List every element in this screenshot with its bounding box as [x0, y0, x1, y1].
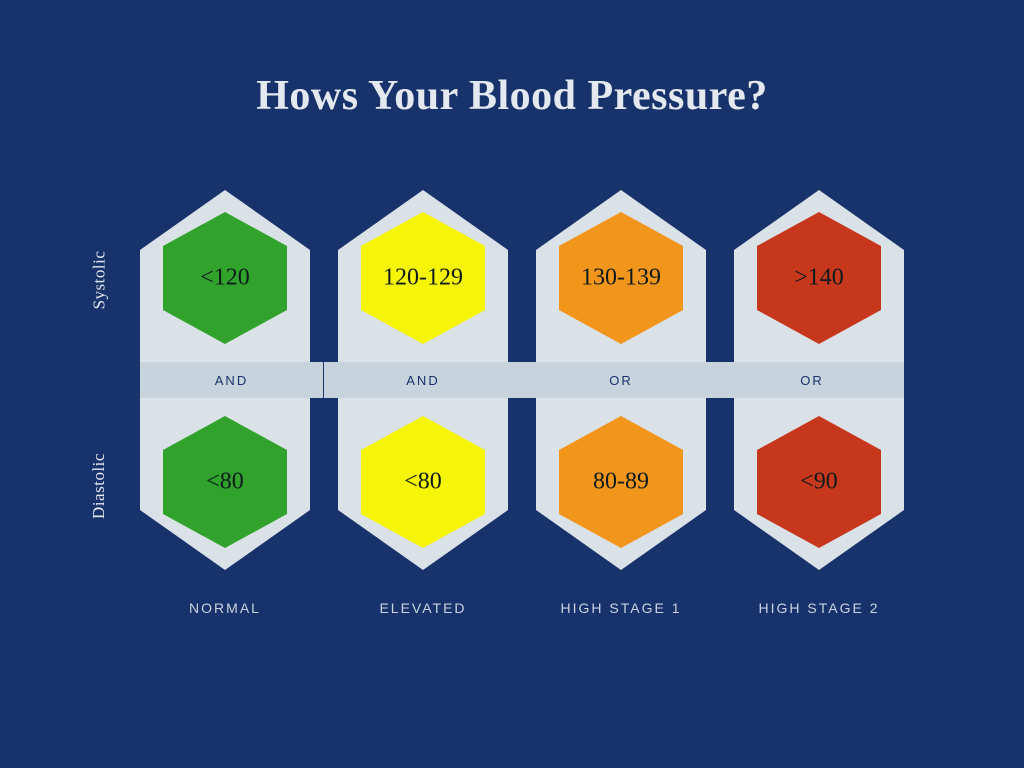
systolic-hex: 120-129 [353, 208, 493, 348]
systolic-hex: >140 [749, 208, 889, 348]
diastolic-hex: <80 [155, 412, 295, 552]
systolic-label: Systolic [89, 251, 109, 310]
diastolic-label: Diastolic [89, 453, 109, 519]
systolic-value: <120 [200, 265, 250, 292]
diastolic-hex: <80 [353, 412, 493, 552]
category-label: ELEVATED [338, 600, 508, 616]
diastolic-value: 80-89 [593, 469, 649, 496]
systolic-value: 120-129 [383, 265, 463, 292]
systolic-hex: 130-139 [551, 208, 691, 348]
diastolic-hex: 80-89 [551, 412, 691, 552]
bp-chart: Systolic Diastolic <120 AND [140, 190, 960, 620]
connector-band: AND [140, 362, 323, 398]
diastolic-hex: <90 [749, 412, 889, 552]
systolic-hex: <120 [155, 208, 295, 348]
connector-text: AND [215, 373, 248, 388]
diastolic-value: <80 [404, 469, 442, 496]
systolic-value: >140 [794, 265, 844, 292]
category-label: HIGH STAGE 1 [536, 600, 706, 616]
systolic-value: 130-139 [581, 265, 661, 292]
connector-text: AND [406, 373, 439, 388]
connector-band: OR [522, 362, 720, 398]
diastolic-value: <80 [206, 469, 244, 496]
connector-band: OR [720, 362, 904, 398]
connector-band: AND [324, 362, 522, 398]
category-label: NORMAL [140, 600, 310, 616]
category-label: HIGH STAGE 2 [734, 600, 904, 616]
diastolic-value: <90 [800, 469, 838, 496]
connector-text: OR [800, 373, 824, 388]
page-title: Hows Your Blood Pressure? [0, 0, 1024, 120]
connector-text: OR [609, 373, 633, 388]
